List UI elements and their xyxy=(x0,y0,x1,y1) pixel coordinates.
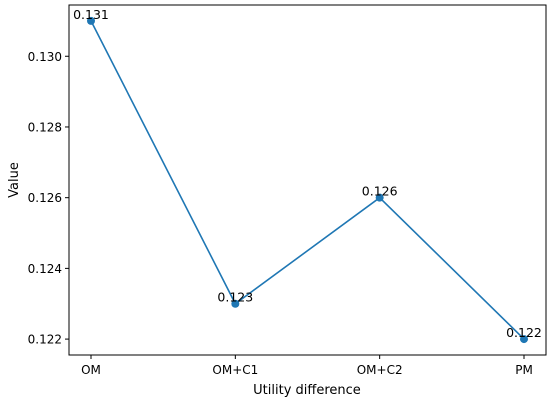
data-label: 0.131 xyxy=(73,7,109,22)
data-label: 0.126 xyxy=(362,184,398,199)
data-point xyxy=(231,299,240,308)
y-axis: 0.122 0.124 0.126 0.128 0.130 xyxy=(28,50,69,347)
series-line xyxy=(90,20,525,340)
x-tick-label: OM+C1 xyxy=(212,363,258,377)
y-tick-label: 0.126 xyxy=(28,191,62,205)
plot-frame xyxy=(68,4,547,356)
data-labels: 0.131 0.123 0.126 0.122 xyxy=(73,7,542,340)
y-tick-label: 0.128 xyxy=(28,120,62,134)
y-tick-label: 0.122 xyxy=(28,333,62,347)
data-point xyxy=(520,335,528,344)
x-tick-label: OM+C2 xyxy=(357,363,403,377)
x-axis: OM OM+C1 OM+C2 PM xyxy=(81,355,533,377)
y-tick-label: 0.130 xyxy=(28,50,62,64)
y-tick-label: 0.124 xyxy=(28,262,62,276)
data-label: 0.123 xyxy=(217,290,253,305)
data-point xyxy=(375,193,384,202)
data-point xyxy=(87,16,95,25)
x-tick-label: OM xyxy=(81,363,101,377)
data-series xyxy=(87,16,528,344)
plot-area xyxy=(68,4,547,356)
x-axis-title: Utility difference xyxy=(253,383,361,398)
y-axis-title: Value xyxy=(7,162,22,198)
data-label: 0.122 xyxy=(506,325,542,340)
x-tick-label: PM xyxy=(515,363,533,377)
